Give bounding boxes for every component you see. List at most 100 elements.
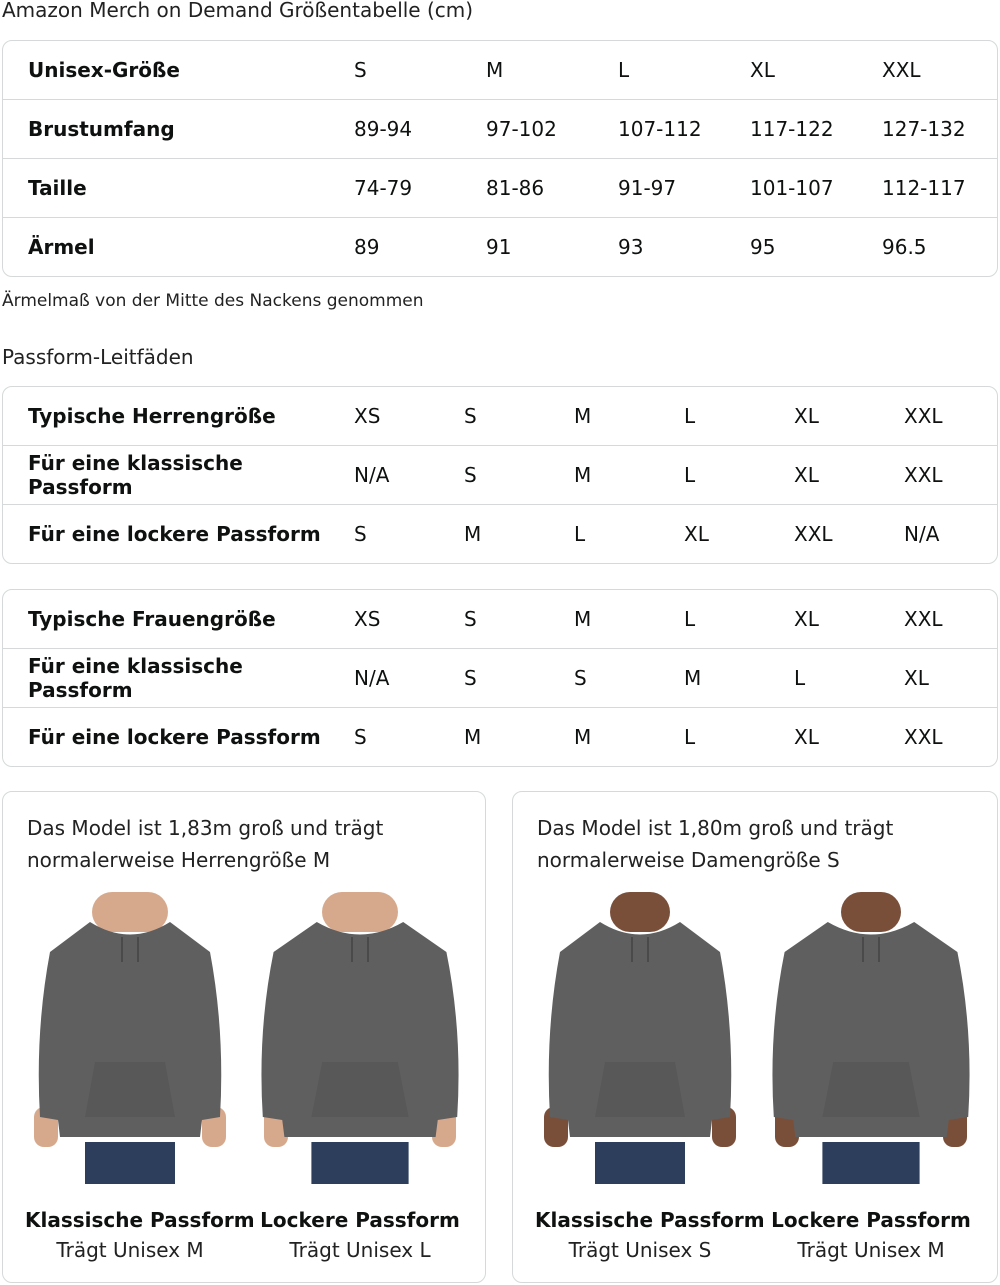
table-cell: S	[574, 666, 587, 690]
table-cell: XXL	[904, 463, 943, 487]
table-cell: 95	[750, 235, 776, 259]
men-model-card: Das Model ist 1,83m groß und trägt norma…	[2, 791, 486, 1283]
model-photo	[34, 892, 226, 1184]
table-cell: L	[684, 463, 696, 487]
table-cell: 89-94	[354, 117, 413, 141]
table-cell: S	[464, 607, 477, 631]
table-cell: 81-86	[486, 176, 545, 200]
table-cell: L	[794, 666, 806, 690]
table-cell: 89	[354, 235, 380, 259]
table-cell: S	[354, 58, 367, 82]
table-cell: M	[464, 522, 482, 546]
women-model-card: Das Model ist 1,80m groß und trägt norma…	[512, 791, 998, 1283]
table-row: Taille 74-79 81-86 91-97 101-107 112-117	[3, 158, 997, 217]
table-cell: S	[464, 404, 477, 428]
row-label: Ärmel	[28, 235, 95, 259]
table-cell: 74-79	[354, 176, 413, 200]
table-cell: S	[354, 725, 367, 749]
table-cell: XS	[354, 404, 381, 428]
table-cell: L	[684, 404, 696, 428]
table-cell: M	[574, 404, 592, 428]
row-label: Für eine lockere Passform	[28, 522, 321, 546]
table-row: Für eine klassische Passform N/A S M L XL XXL	[3, 445, 997, 504]
table-row: Typische Frauengröße XS S M L XL XXL	[3, 590, 997, 648]
figure-title: Klassische Passform	[25, 1208, 255, 1232]
women-fit-table: Typische Frauengröße XS S M L XL XXL Für eine k…	[2, 589, 998, 767]
row-label: Für eine klassische Passform	[28, 451, 243, 499]
table-cell: L	[684, 607, 696, 631]
table-cell: S	[464, 666, 477, 690]
model-photo	[544, 892, 736, 1184]
table-row: Für eine lockere Passform S M M L XL XXL	[3, 707, 997, 766]
table-cell: 107-112	[618, 117, 702, 141]
table-cell: N/A	[354, 463, 390, 487]
table-cell: M	[464, 725, 482, 749]
table-cell: L	[684, 725, 696, 749]
table-cell: M	[684, 666, 702, 690]
model-caption: Das Model ist 1,83m groß und trägt norma…	[27, 816, 384, 872]
table-cell: XL	[794, 404, 819, 428]
table-cell: M	[574, 463, 592, 487]
table-cell: 96.5	[882, 235, 927, 259]
table-cell: 93	[618, 235, 644, 259]
men-fit-table: Typische Herrengröße XS S M L XL XXL Für eine k…	[2, 386, 998, 564]
table-cell: 91-97	[618, 176, 677, 200]
table-cell: XL	[794, 463, 819, 487]
table-cell: L	[618, 58, 630, 82]
table-cell: 117-122	[750, 117, 834, 141]
table-cell: XXL	[882, 58, 921, 82]
table-cell: XS	[354, 607, 381, 631]
table-cell: 112-117	[882, 176, 966, 200]
row-label: Für eine klassische Passform	[28, 654, 243, 702]
figure-title: Lockere Passform	[260, 1208, 460, 1232]
table-cell: XXL	[904, 404, 943, 428]
table-cell: M	[486, 58, 504, 82]
table-row: Unisex-Größe S M L XL XXL	[3, 41, 997, 99]
sleeve-note: Ärmelmaß von der Mitte des Nackens genom…	[2, 291, 424, 311]
table-cell: M	[574, 725, 592, 749]
table-row: Für eine lockere Passform S M L XL XXL N/A	[3, 504, 997, 563]
table-cell: M	[574, 607, 592, 631]
row-label: Typische Herrengröße	[28, 404, 276, 428]
table-cell: N/A	[354, 666, 390, 690]
figure-subtitle: Trägt Unisex S	[568, 1238, 712, 1262]
model-photo	[261, 892, 459, 1184]
table-cell: XL	[684, 522, 709, 546]
table-cell: XXL	[794, 522, 833, 546]
table-row: Ärmel 89 91 93 95 96.5	[3, 217, 997, 276]
loose-fit-figure: Lockere Passform Trägt Unisex M	[766, 892, 976, 1262]
table-cell: S	[464, 463, 477, 487]
classic-fit-figure: Klassische Passform Trägt Unisex S	[535, 892, 765, 1262]
figure-subtitle: Trägt Unisex M	[797, 1238, 945, 1262]
table-row: Brustumfang 89-94 97-102 107-112 117-122 127-…	[3, 99, 997, 158]
row-label: Taille	[28, 176, 87, 200]
row-label: Für eine lockere Passform	[28, 725, 321, 749]
table-cell: S	[354, 522, 367, 546]
table-cell: XL	[794, 725, 819, 749]
classic-fit-figure: Klassische Passform Trägt Unisex M	[25, 892, 255, 1262]
size-table: Unisex-Größe S M L XL XXL Brustumfang 89-94 97-1…	[2, 40, 998, 277]
figure-title: Klassische Passform	[535, 1208, 765, 1232]
model-photo	[772, 892, 970, 1184]
table-cell: L	[574, 522, 586, 546]
loose-fit-figure: Lockere Passform Trägt Unisex L	[255, 892, 465, 1262]
table-cell: XL	[750, 58, 775, 82]
page-title: Amazon Merch on Demand Größentabelle (cm…	[2, 0, 474, 22]
table-cell: 91	[486, 235, 512, 259]
table-cell: XXL	[904, 725, 943, 749]
figure-title: Lockere Passform	[771, 1208, 971, 1232]
row-label: Brustumfang	[28, 117, 175, 141]
table-cell: 127-132	[882, 117, 966, 141]
row-label: Typische Frauengröße	[28, 607, 276, 631]
row-label: Unisex-Größe	[28, 58, 180, 82]
table-cell: 101-107	[750, 176, 834, 200]
figure-subtitle: Trägt Unisex M	[56, 1238, 204, 1262]
table-row: Typische Herrengröße XS S M L XL XXL	[3, 387, 997, 445]
table-row: Für eine klassische Passform N/A S S M L XL	[3, 648, 997, 707]
table-cell: XL	[904, 666, 929, 690]
table-cell: 97-102	[486, 117, 557, 141]
table-cell: XXL	[904, 607, 943, 631]
table-cell: XL	[794, 607, 819, 631]
figure-subtitle: Trägt Unisex L	[289, 1238, 431, 1262]
fit-heading: Passform-Leitfäden	[2, 345, 194, 369]
